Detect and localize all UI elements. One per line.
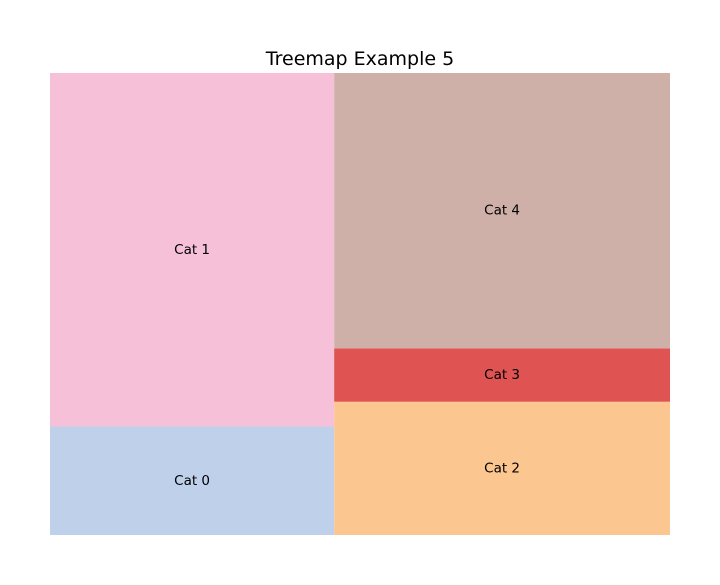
treemap-cell-cat-3 [334, 348, 670, 402]
treemap-label-cat-3: Cat 3 [484, 367, 520, 383]
treemap-label-cat-2: Cat 2 [484, 460, 520, 476]
treemap-label-cat-0: Cat 0 [174, 473, 210, 489]
treemap-cell-cat-1 [50, 73, 335, 427]
chart-title: Treemap Example 5 [265, 48, 454, 70]
plot-area: Cat 0 Cat 1 Cat 2 Cat 3 Cat 4 [50, 73, 670, 535]
treemap-label-cat-4: Cat 4 [484, 203, 520, 219]
treemap-cell-cat-4 [334, 73, 670, 349]
treemap-cell-cat-0 [50, 426, 335, 535]
treemap-cell-cat-2 [334, 401, 670, 535]
treemap-label-cat-1: Cat 1 [174, 242, 210, 258]
